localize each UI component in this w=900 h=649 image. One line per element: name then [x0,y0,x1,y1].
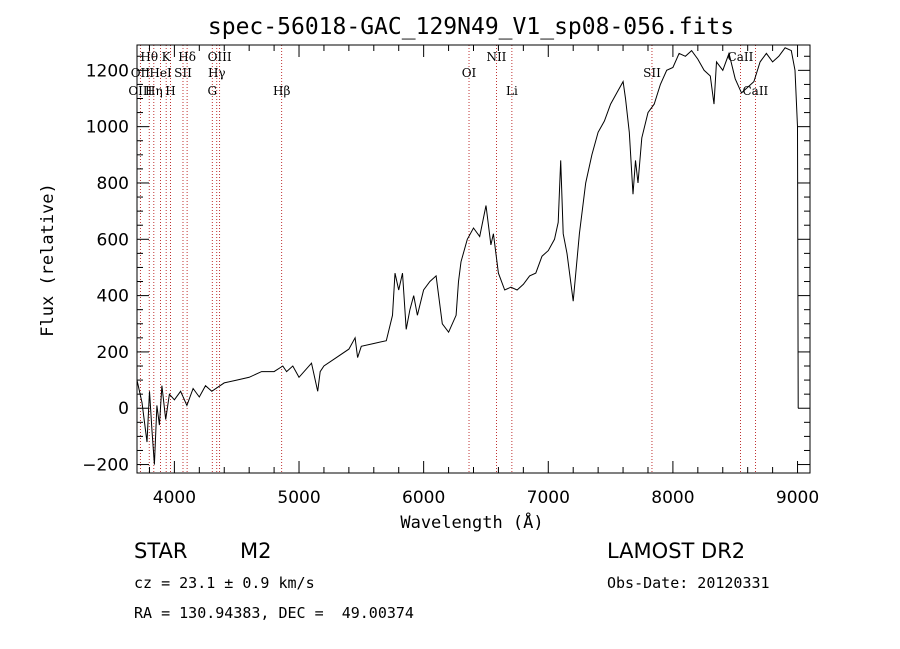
spectral-line-label: OIII [128,84,152,98]
spectral-line-label: SII [174,66,192,80]
y-tick-label: 0 [118,399,129,419]
coordinates: RA = 130.94383, DEC = 49.00374 [134,604,414,622]
y-tick-label: 600 [97,230,129,250]
chart-title: spec-56018-GAC_129N49_V1_sp08-056.fits [208,14,734,40]
spectral-line-label: Hγ [208,66,226,80]
spectral-line-label: K [162,50,172,64]
y-tick-label: 800 [97,174,129,194]
y-tick-label: 1200 [86,61,129,81]
spectral-line-label: H [165,84,175,98]
spectral-line-label: OI [462,66,477,80]
x-tick-label: 6000 [402,488,445,508]
spectral-line-label: CaII [728,50,754,64]
spectral-line-label: G [207,84,217,98]
survey-name: LAMOST DR2 [607,539,746,563]
spectral-line-label: Li [506,84,518,98]
x-tick-label: 4000 [153,488,196,508]
spectral-line-label: Hθ [140,50,158,64]
plot-area: 4000 5000 6000 7000 8000 9000 −200 0 200 400 600 80… [82,44,819,508]
redshift-info: cz = 23.1 ± 0.9 km/s [134,574,315,592]
spectral-line-label: Hδ [178,50,196,64]
x-axis-label: Wavelength (Å) [400,511,543,533]
obs-date: Obs-Date: 20120331 [607,574,770,592]
x-tick-label: 7000 [527,488,570,508]
y-axis-label: Flux (relative) [38,183,58,337]
x-tick-label: 5000 [277,488,320,508]
x-tick-label: 8000 [651,488,694,508]
y-tick-label: 400 [97,287,129,307]
spectral-line-label: Hβ [273,84,290,98]
y-tick-label: −200 [82,456,129,476]
spectral-line-label: CaII [742,84,768,98]
spectrum-line [136,47,799,465]
y-tick-label: 200 [97,343,129,363]
object-subclass: M2 [240,539,272,563]
spectral-line-label: Hη [145,84,163,98]
x-tick-label: 9000 [776,488,819,508]
spectral-line-label: OIII [208,50,232,64]
spectral-line-label: SII [643,66,661,80]
spectral-line-label: HeI [149,66,172,80]
spectral-line-label: OII [131,66,151,80]
object-class: STAR [134,539,188,563]
plot-frame [136,44,811,474]
spectral-line-label: NII [486,50,506,64]
y-tick-label: 1000 [86,118,129,138]
